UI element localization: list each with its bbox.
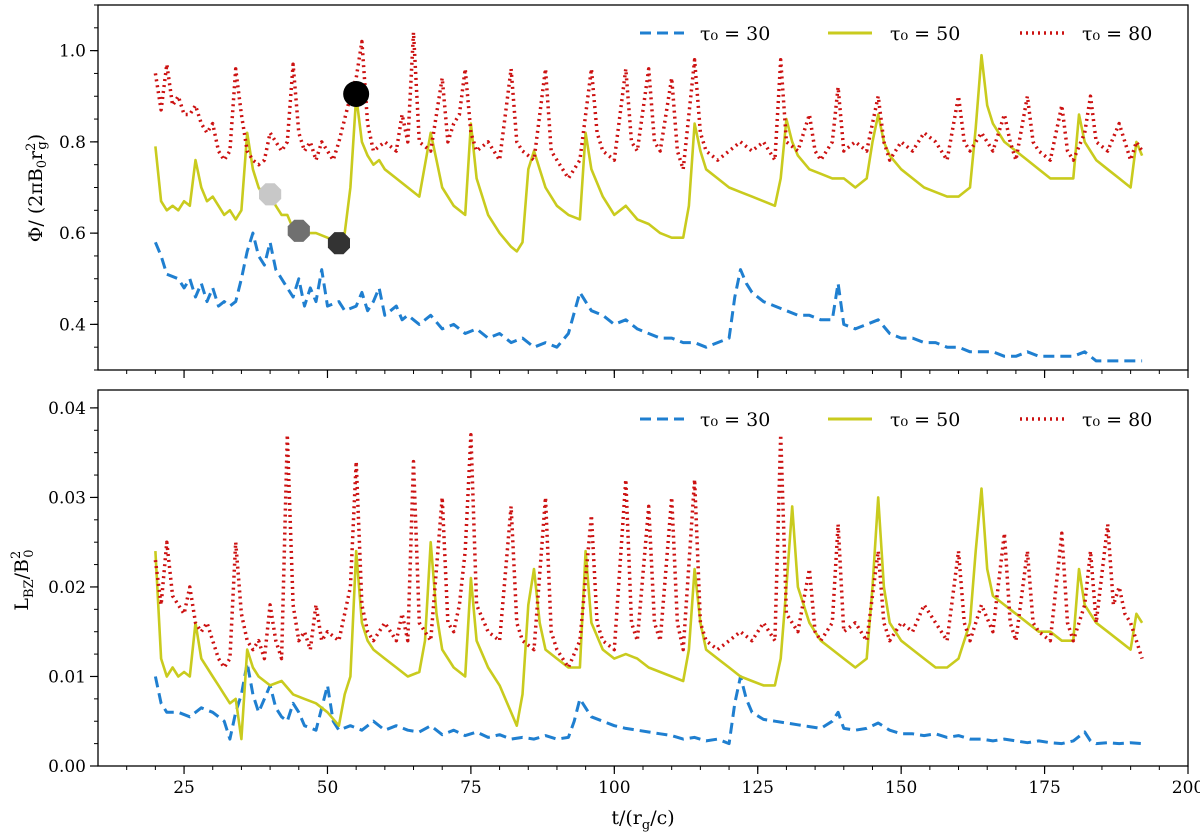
y-tick-label: 0.03	[48, 488, 86, 508]
series-group-flux	[153, 30, 1144, 363]
marker-group-flux	[259, 80, 370, 255]
x-tick-label: 125	[742, 778, 774, 798]
snapshot-marker	[327, 232, 350, 255]
legend-label-tau50: τ₀ = 50	[890, 409, 960, 431]
legend-label-tau80: τ₀ = 80	[1082, 409, 1152, 431]
y-tick-label: 0.02	[48, 578, 86, 598]
y-tick-label: 0.4	[59, 315, 86, 335]
y-tick-label: 0.04	[48, 399, 86, 419]
legend-label-tau30: τ₀ = 30	[700, 23, 770, 45]
x-ticks-flux	[126, 370, 1189, 378]
y-ticks-flux: 0.4 0.6 0.8 1.0	[59, 4, 98, 371]
series-line-dashed	[154, 231, 1143, 363]
legend-label-tau80: τ₀ = 80	[1082, 23, 1152, 45]
x-tick-label: 75	[460, 778, 482, 798]
x-ticks-luminosity: 25 50 75 100 125 150 175 200	[126, 766, 1200, 798]
y-tick-label: 0.00	[48, 757, 86, 777]
y-tick-label: 0.6	[59, 224, 86, 244]
snapshot-marker	[343, 80, 370, 107]
x-tick-label: 50	[317, 778, 339, 798]
panel-luminosity: 0.000.010.020.030.04 25 50 75 100 125 150 175 2…	[9, 389, 1200, 833]
series-line-dotted	[153, 433, 1144, 670]
legend-flux: τ₀ = 30 τ₀ = 50 τ₀ = 80	[640, 23, 1152, 45]
y-ticks-luminosity: 0.00 0.01 0.02 0.03 0.04	[48, 399, 98, 777]
snapshot-marker	[287, 219, 310, 242]
y-axis-label-luminosity: LBZ/B20	[9, 549, 37, 610]
x-tick-label: 100	[598, 778, 630, 798]
y-tick-label: 0.01	[48, 667, 86, 687]
x-tick-label: 200	[1172, 778, 1200, 798]
y-tick-label: 1.0	[59, 42, 86, 62]
y-tick-label: 0.8	[59, 133, 86, 153]
snapshot-marker	[259, 183, 282, 206]
series-group-luminosity	[153, 433, 1144, 746]
x-tick-label: 175	[1028, 778, 1060, 798]
series-line-dashed	[153, 661, 1143, 746]
x-tick-label: 25	[173, 778, 195, 798]
x-axis-label: t/(rg/c)	[611, 807, 674, 833]
legend-luminosity: τ₀ = 30 τ₀ = 50 τ₀ = 80	[640, 409, 1152, 431]
series-line-dotted	[153, 30, 1144, 181]
legend-label-tau50: τ₀ = 50	[890, 23, 960, 45]
legend-label-tau30: τ₀ = 30	[700, 409, 770, 431]
y-axis-label-flux: Φ/ (2πB0r2g)	[24, 134, 50, 242]
series-line-solid	[154, 487, 1144, 741]
panel-flux: 0.4 0.6 0.8 1.0 Φ/ (2πB0r2g) τ₀ = 30 τ₀ = 5…	[24, 4, 1189, 378]
x-tick-label: 150	[885, 778, 917, 798]
